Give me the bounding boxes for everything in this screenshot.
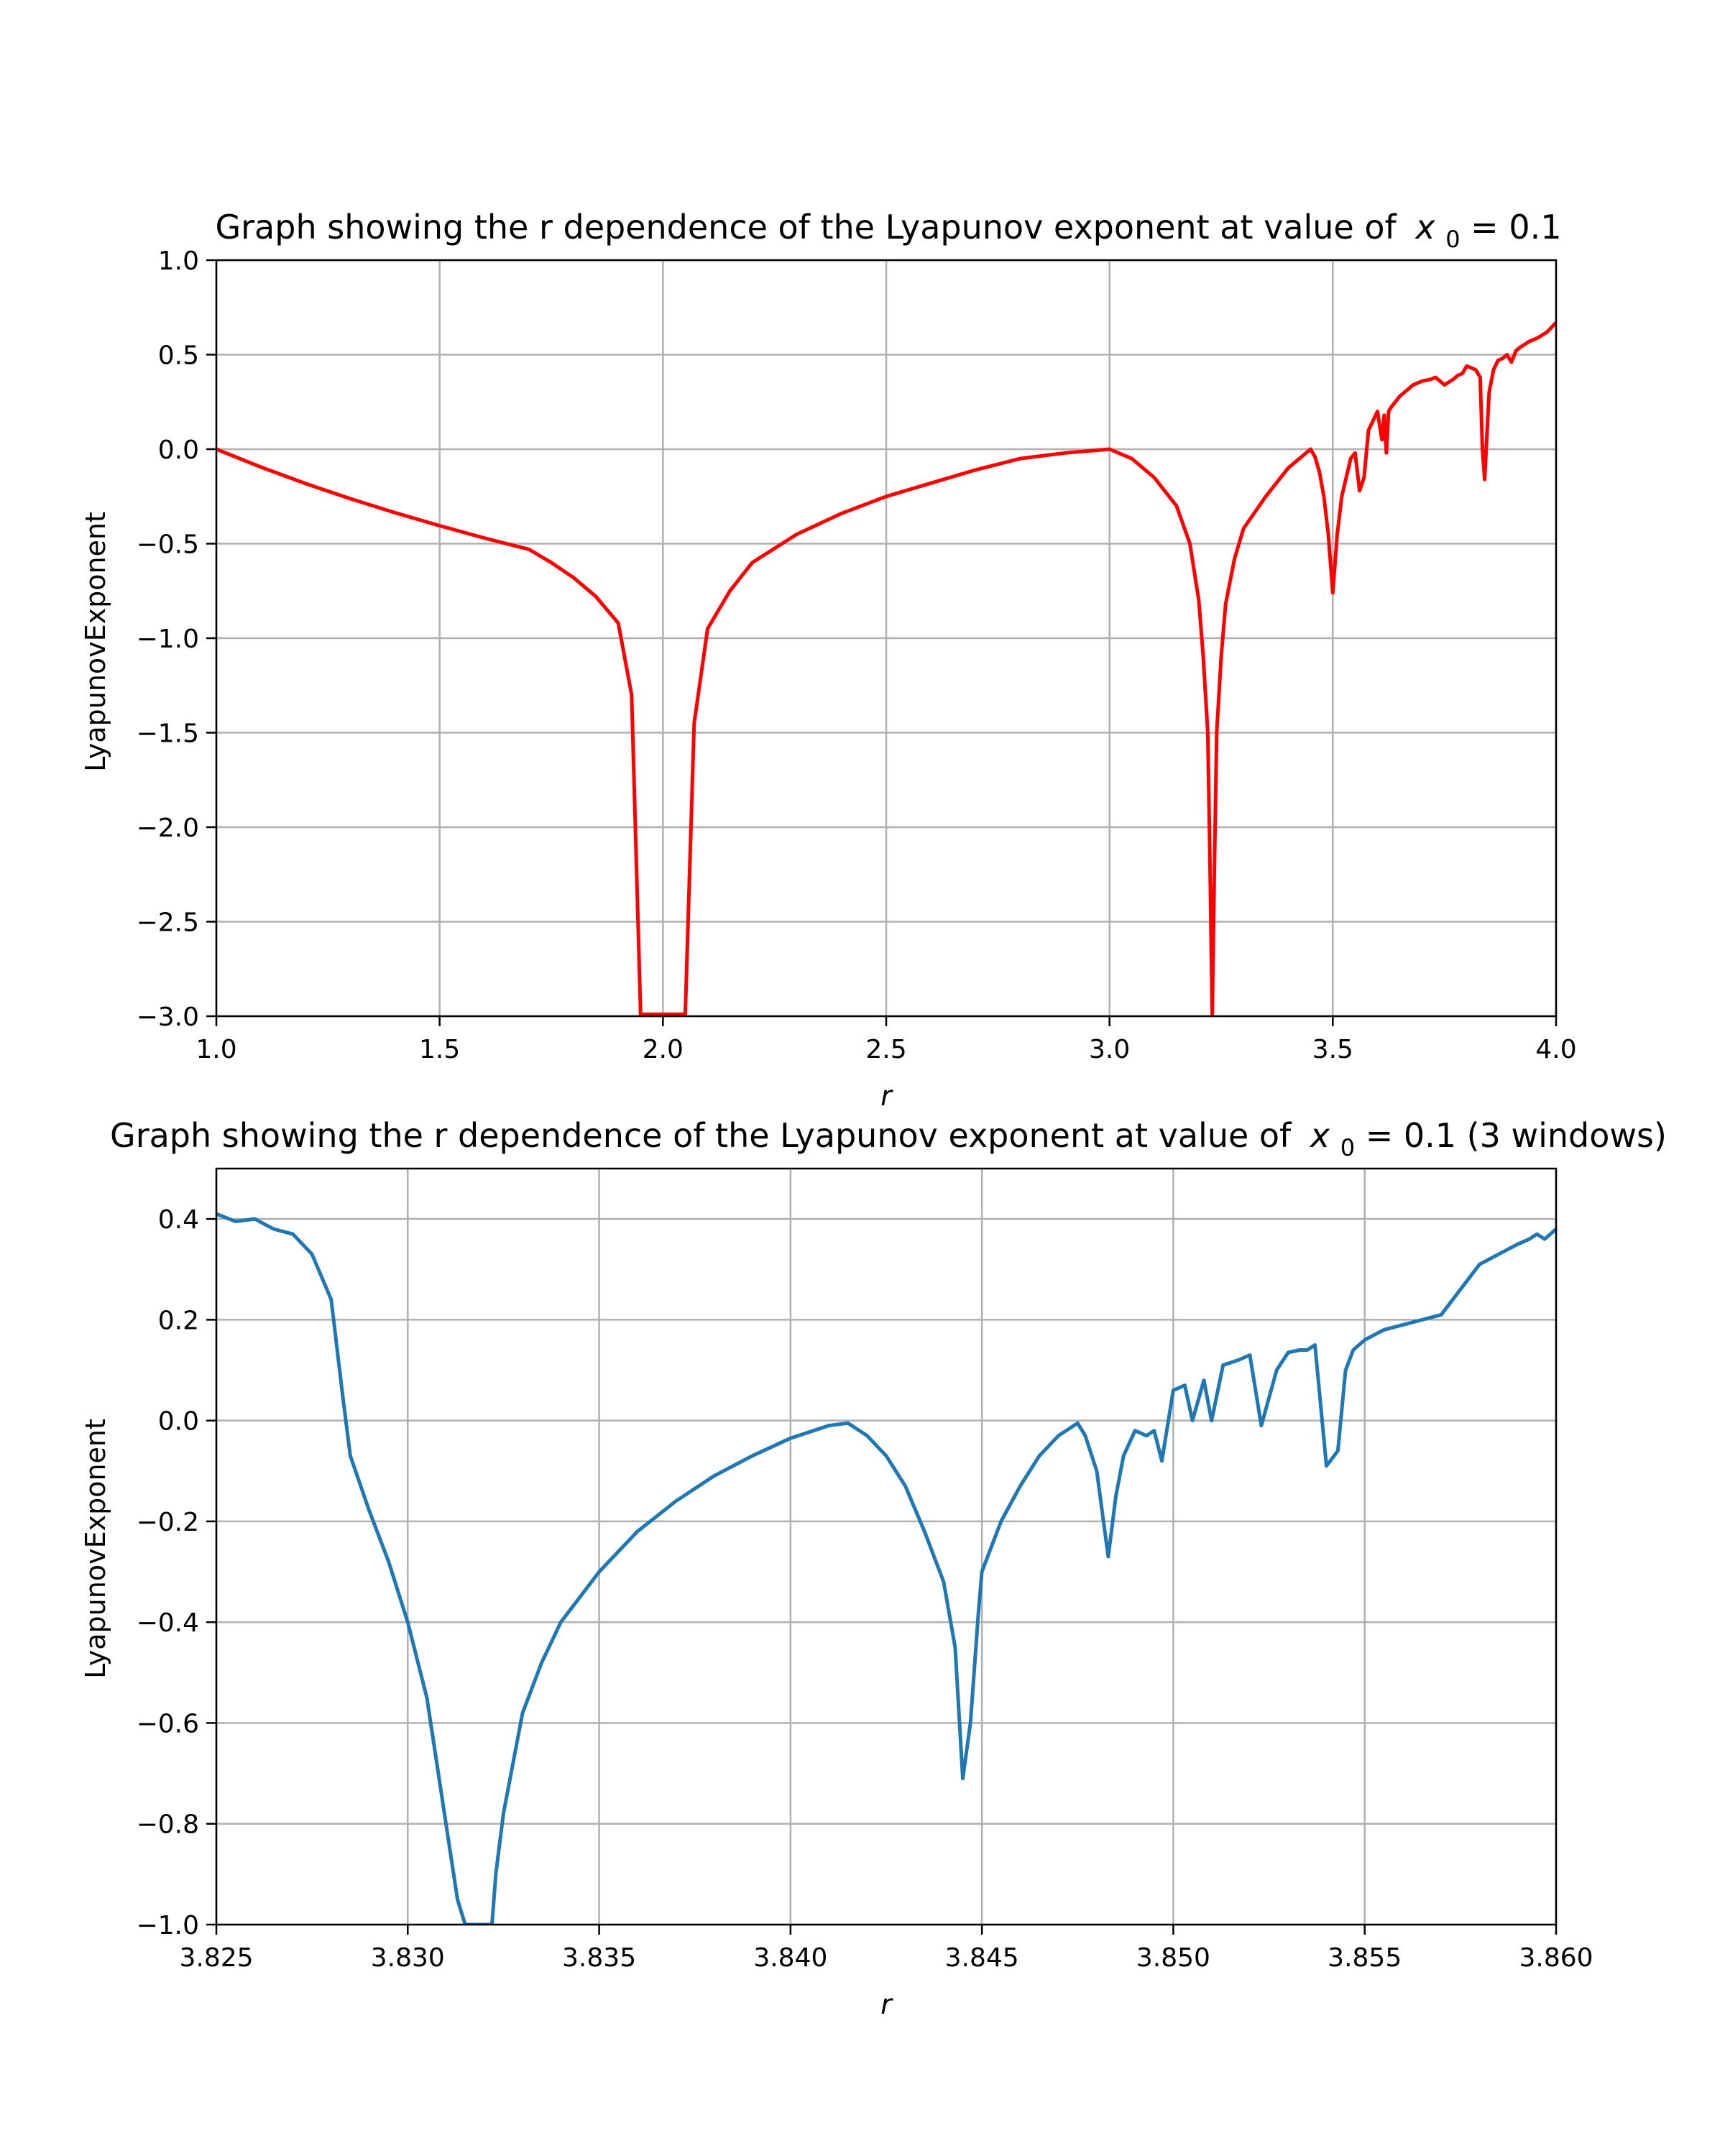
x-tick-label: 1.0 — [196, 1035, 236, 1064]
x-tick-label: 3.860 — [1519, 1943, 1593, 1973]
y-tick-label: 1.0 — [158, 247, 199, 276]
x-tick-label: 3.855 — [1328, 1943, 1402, 1973]
x-tick-label: 3.845 — [945, 1943, 1019, 1973]
y-tick-label: −0.8 — [137, 1810, 199, 1840]
axis-ticks: 1.0 1.5 2.0 2.5 3.0 3.5 4.0 1.0 0.5 0.0 −0.5 −1.0 −1… — [137, 247, 1577, 1064]
plot-frame — [215, 1167, 1558, 1926]
y-tick-label: 0.0 — [158, 1407, 199, 1437]
y-tick-label: −2.0 — [137, 814, 199, 843]
y-tick-label: −2.5 — [137, 908, 199, 938]
y-tick-label: −3.0 — [137, 1003, 199, 1032]
x-tick-label: 3.0 — [1089, 1035, 1130, 1064]
y-tick-label: 0.2 — [158, 1306, 199, 1335]
x-tick-label: 3.840 — [753, 1943, 827, 1973]
x-tick-label: 3.825 — [179, 1943, 253, 1973]
axis-ticks: 3.825 3.830 3.835 3.840 3.845 3.850 3.855 3.860… — [137, 1205, 1593, 1973]
y-tick-label: 0.4 — [158, 1205, 199, 1235]
y-tick-label: −1.0 — [137, 625, 199, 654]
x-tick-label: 1.5 — [419, 1035, 460, 1064]
x-tick-label: 2.5 — [865, 1035, 906, 1064]
y-tick-label: −1.5 — [137, 719, 199, 749]
series-line — [216, 1212, 1556, 1925]
x-tick-label: 2.0 — [643, 1035, 684, 1064]
x-tick-label: 3.5 — [1312, 1035, 1353, 1064]
x-tick-label: 3.850 — [1136, 1943, 1210, 1973]
y-axis-label: LyapunovExponent — [80, 512, 111, 772]
y-tick-label: −0.6 — [137, 1709, 199, 1738]
chart-title: Graph showing the r dependence of the Ly… — [216, 208, 1562, 255]
y-tick-label: 0.0 — [158, 436, 199, 465]
y-tick-label: −0.4 — [137, 1608, 199, 1638]
y-axis-label: LyapunovExponent — [80, 1419, 111, 1679]
x-axis-label: r — [880, 1989, 893, 2020]
chart-lyapunov-full-range: Graph showing the r dependence of the Ly… — [80, 208, 1577, 1112]
x-tick-label: 3.835 — [562, 1943, 636, 1973]
y-tick-label: −0.2 — [137, 1508, 199, 1537]
y-tick-label: −0.5 — [137, 530, 199, 560]
x-tick-label: 4.0 — [1535, 1035, 1576, 1064]
series-line — [216, 321, 1556, 1016]
x-axis-label: r — [880, 1080, 893, 1112]
chart-title: Graph showing the r dependence of the Ly… — [110, 1116, 1667, 1164]
chart-lyapunov-3-windows: Graph showing the r dependence of the Ly… — [80, 1116, 1667, 2020]
x-tick-label: 3.830 — [371, 1943, 445, 1973]
y-tick-label: −1.0 — [137, 1911, 199, 1940]
y-tick-label: 0.5 — [158, 341, 199, 371]
